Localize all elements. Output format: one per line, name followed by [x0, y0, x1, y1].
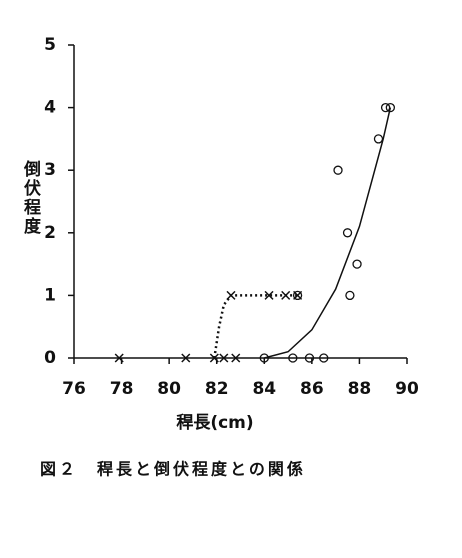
cross-point	[264, 290, 274, 300]
trend-line	[213, 294, 298, 359]
circle-point	[319, 353, 329, 363]
x-tick-label: 78	[110, 379, 134, 399]
y-axis-label: 倒伏程度	[20, 160, 42, 236]
y-tick-label: 5	[44, 35, 56, 55]
cross-stroke	[231, 353, 241, 363]
y-tick-label: 2	[44, 223, 56, 243]
cross-stroke	[181, 353, 191, 363]
circle-point	[352, 259, 362, 269]
x-tick-label: 82	[205, 379, 229, 399]
x-tick-label: 80	[157, 379, 181, 399]
cross-stroke	[114, 353, 124, 363]
circle-point	[304, 353, 315, 363]
cross-stroke	[219, 353, 229, 363]
y-tick-label: 0	[44, 348, 56, 368]
cross-point	[231, 353, 241, 363]
x-tick-label: 84	[252, 379, 276, 399]
x-tick-label: 88	[348, 379, 372, 399]
cross-point	[181, 353, 191, 363]
trend-line	[264, 107, 392, 359]
x-axis-label: 稈長(cm)	[176, 413, 253, 433]
circle-point	[345, 290, 355, 301]
circle-point	[342, 228, 353, 238]
y-tick-label: 4	[44, 98, 56, 118]
circle-point	[385, 102, 396, 113]
x-tick-label: 86	[300, 379, 324, 399]
circle-point	[373, 134, 384, 144]
y-tick-label: 3	[44, 160, 56, 180]
y-tick-label: 1	[44, 285, 56, 305]
x-tick-label: 90	[395, 379, 419, 399]
chart-title: 図２ 稈長と倒伏程度との関係	[40, 460, 306, 479]
cross-stroke	[264, 290, 274, 300]
circle-point	[288, 353, 298, 363]
cross-point	[219, 353, 229, 363]
cross-point	[114, 353, 124, 363]
x-tick-label: 76	[62, 379, 86, 399]
circle-point	[333, 165, 343, 175]
circle-point	[292, 290, 303, 301]
circle-point	[259, 353, 269, 363]
